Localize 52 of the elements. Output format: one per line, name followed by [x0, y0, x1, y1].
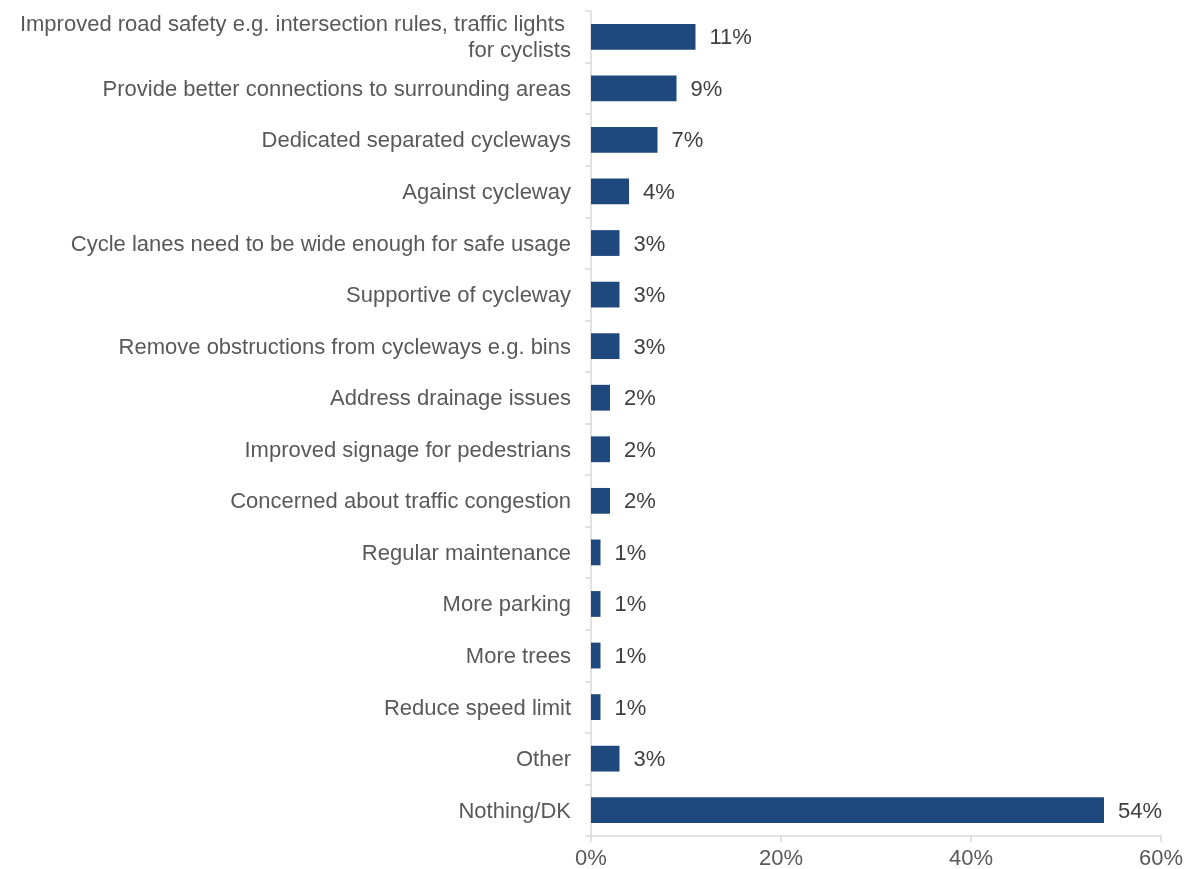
y-tick-label: More parking — [442, 591, 571, 617]
bar — [591, 797, 1104, 824]
bar — [591, 23, 696, 50]
data-label: 54% — [1118, 797, 1163, 823]
bar — [591, 487, 610, 514]
x-tick-label: 40% — [948, 844, 994, 869]
bar — [591, 539, 601, 566]
bar — [591, 75, 677, 102]
data-label: 2% — [624, 385, 656, 411]
bar — [591, 127, 658, 153]
data-label: 2% — [624, 436, 656, 462]
y-tick-label: Address drainage issues — [330, 385, 571, 411]
y-tick-label: Other — [515, 746, 571, 772]
y-tick-label: Provide better connections to surrounding areas — [102, 75, 571, 101]
y-tick-label: Nothing/DK — [458, 797, 572, 823]
y-tick-label: Improved road safety e.g. intersection rules, traffic lights for cyclists — [19, 11, 571, 63]
bar — [591, 694, 601, 720]
y-tick-label: Remove obstructions from cycleways e.g. bins — [118, 333, 571, 359]
x-tick-label: 0% — [575, 844, 607, 869]
y-tick-label: Against cycleway — [402, 178, 571, 204]
bar — [591, 230, 620, 256]
data-label: 11% — [709, 24, 752, 50]
bar — [591, 642, 601, 669]
data-label: 1% — [614, 539, 647, 565]
data-label: 3% — [633, 282, 666, 308]
y-tick-label: Dedicated separated cycleways — [261, 127, 571, 153]
y-tick-label: Concerned about traffic congestion — [230, 488, 571, 514]
bar — [591, 745, 620, 772]
bar — [591, 281, 620, 308]
y-tick-label: Improved signage for pedestrians — [244, 436, 571, 462]
y-tick-label: More trees — [465, 643, 571, 669]
data-label: 9% — [690, 75, 723, 101]
data-label: 3% — [633, 333, 666, 359]
bar — [591, 591, 601, 617]
y-tick-label: Regular maintenance — [361, 539, 571, 565]
data-label: 1% — [614, 643, 647, 669]
x-tick-label: 60% — [1138, 844, 1184, 869]
data-label: 3% — [633, 230, 666, 256]
data-label: 3% — [633, 746, 666, 772]
y-tick-label: Supportive of cycleway — [346, 282, 571, 308]
y-tick-label: Reduce speed limit — [383, 694, 571, 720]
data-label: 1% — [614, 591, 647, 617]
bar — [591, 333, 620, 360]
data-label: 7% — [671, 127, 704, 153]
x-tick-label: 20% — [758, 844, 804, 869]
bar — [591, 436, 610, 463]
bar — [591, 384, 610, 411]
bar — [591, 178, 629, 205]
data-label: 1% — [614, 694, 647, 720]
y-tick-label: Cycle lanes need to be wide enough for safe usage — [70, 230, 571, 256]
data-label: 4% — [643, 178, 675, 204]
data-label: 2% — [624, 488, 656, 514]
